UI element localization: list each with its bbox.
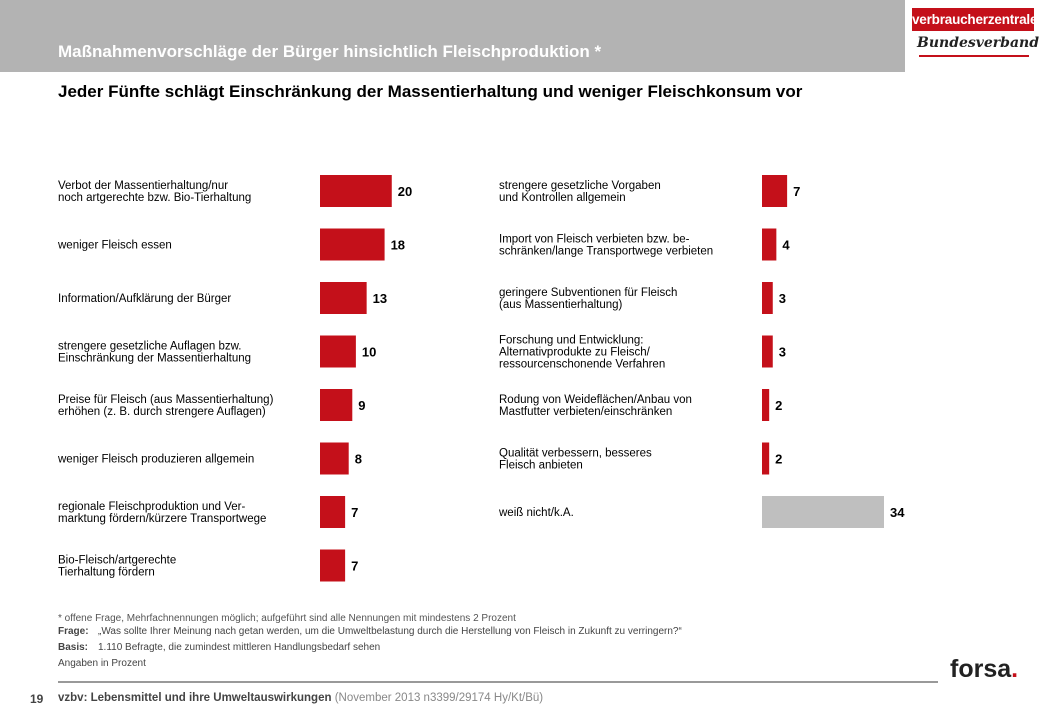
- bar: [320, 228, 385, 261]
- question-line: Frage: „Was sollte Ihrer Meinung nach get…: [58, 626, 682, 637]
- basis-text: 1.110 Befragte, die zumindest mittleren …: [98, 642, 381, 653]
- category-label: Verbot der Massentierhaltung/nur noch art…: [58, 180, 251, 204]
- value-label: 2: [775, 398, 782, 413]
- bar: [320, 549, 346, 582]
- footer-divider: [58, 681, 938, 683]
- vzbv-logo: verbraucherzentrale Bundesverband: [905, 0, 1040, 72]
- page-number: 19: [30, 692, 44, 706]
- source-line: vzbv: Lebensmittel und ihre Umweltauswir…: [58, 692, 543, 704]
- category-label: weniger Fleisch produzieren allgemein: [57, 454, 254, 466]
- logo-script-text: Bundesverband: [917, 35, 1040, 51]
- category-label: Information/Aufklärung der Bürger: [58, 293, 231, 305]
- bar: [320, 496, 346, 528]
- header-band: [0, 0, 905, 72]
- value-label: 2: [775, 452, 782, 467]
- category-label: Import von Fleisch verbieten bzw. be-sch…: [499, 234, 713, 258]
- bar: [762, 335, 773, 368]
- forsa-logo-text: forsa: [950, 655, 1012, 683]
- question-key: Frage:: [58, 626, 89, 637]
- value-label: 7: [351, 559, 358, 574]
- slide-title: Maßnahmenvorschläge der Bürger hinsichtl…: [58, 42, 602, 61]
- category-label: Rodung von Weideflächen/Anbau von Mastfut…: [499, 394, 692, 418]
- bar: [320, 442, 349, 475]
- bar: [762, 282, 773, 314]
- value-label: 8: [355, 452, 362, 467]
- footnote: * offene Frage, Mehrfachnennungen möglic…: [58, 613, 516, 624]
- source-meta: (November 2013 n3399/29174 Hy/Kt/Bü): [334, 692, 544, 704]
- category-label: Qualität verbessern, besseres Fleisch anb…: [499, 448, 652, 472]
- basis-key: Basis:: [58, 642, 89, 653]
- category-label: geringere Subventionen für Fleisch (aus M…: [499, 287, 677, 311]
- bar: [320, 175, 392, 207]
- logo-underline: [919, 55, 1029, 57]
- value-label: 18: [391, 238, 405, 253]
- category-label: weniger Fleisch essen: [57, 240, 172, 252]
- value-label: 3: [779, 291, 786, 306]
- value-label: 4: [782, 238, 790, 253]
- value-label: 9: [358, 398, 365, 413]
- source-title: vzbv: Lebensmittel und ihre Umweltauswir…: [58, 692, 332, 704]
- category-label: Preise für Fleisch (aus Massentierhaltun…: [58, 394, 274, 418]
- forsa-logo-dot: .: [1011, 655, 1019, 683]
- basis-line: Basis: 1.110 Befragte, die zumindest mitt…: [58, 642, 380, 653]
- bar-charts: Verbot der Massentierhaltung/nur noch art…: [57, 175, 905, 582]
- category-label: strengere gesetzliche Auflagen bzw. Einsc…: [58, 341, 251, 365]
- category-label: regionale Fleischproduktion und Ver-mark…: [58, 501, 266, 525]
- forsa-logo: forsa.: [950, 655, 1018, 684]
- value-label: 20: [398, 184, 412, 199]
- bar: [320, 335, 356, 368]
- category-label: Forschung und Entwicklung: Alternativprod…: [499, 335, 665, 371]
- bar: [762, 175, 788, 207]
- bar: [762, 442, 770, 475]
- category-label: strengere gesetzliche Vorgaben und Kontro…: [499, 180, 661, 204]
- logo-brand-text: verbraucherzentrale: [912, 8, 1037, 31]
- category-label: Bio-Fleisch/artgerechte Tierhaltung förde…: [58, 555, 176, 579]
- bar: [762, 389, 770, 421]
- bar: [320, 282, 367, 314]
- category-label: weiß nicht/k.A.: [498, 507, 574, 519]
- bar: [320, 389, 353, 421]
- slide-subtitle: Jeder Fünfte schlägt Einschränkung der M…: [58, 82, 803, 101]
- value-label: 34: [890, 505, 905, 520]
- bar: [762, 496, 884, 528]
- value-label: 7: [351, 505, 358, 520]
- value-label: 13: [373, 291, 387, 306]
- value-label: 3: [779, 345, 786, 360]
- value-label: 10: [362, 345, 376, 360]
- question-text: „Was sollte Ihrer Meinung nach getan wer…: [98, 626, 682, 637]
- unit-note: Angaben in Prozent: [58, 658, 146, 669]
- bar: [762, 228, 777, 261]
- value-label: 7: [793, 184, 800, 199]
